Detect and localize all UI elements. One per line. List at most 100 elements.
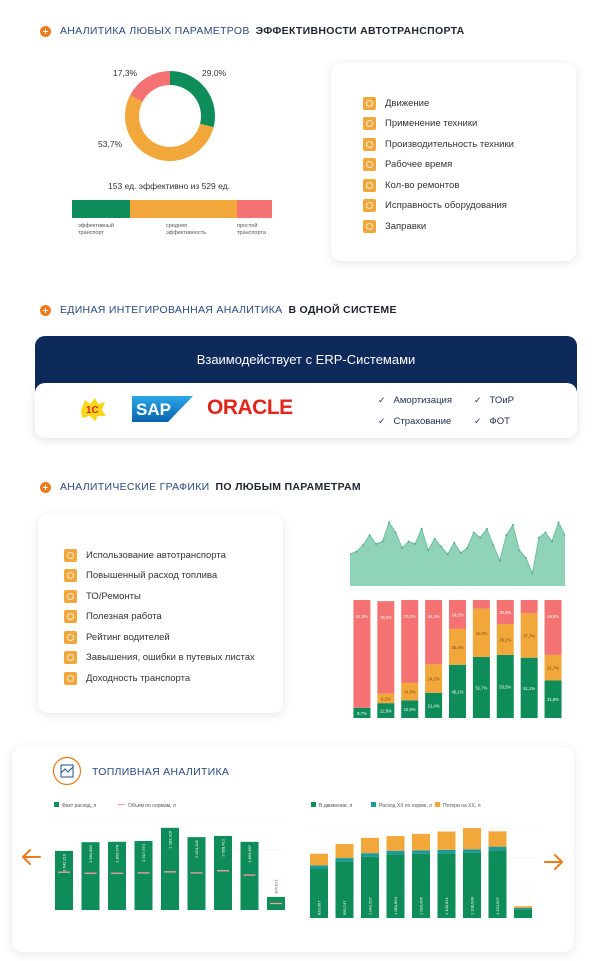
legend-item-equipment: Исправность оборудования: [363, 196, 514, 217]
legend-item-useful-work: Полезная работа: [64, 607, 255, 628]
bar-label-efficient: эффективный транспорт: [78, 223, 114, 237]
idle-stack-segment: [310, 865, 328, 869]
idle-stack-segment: [463, 849, 481, 853]
area-point: [557, 521, 560, 524]
check-item-toir: ✓ ТОиР: [474, 395, 514, 406]
efficiency-summary: 153 ед. эффективно из 529 ед.: [108, 181, 230, 191]
stack-bar-label: 21,7%: [547, 666, 559, 671]
idle-stack-segment: [412, 850, 430, 854]
legend-item-waybill-errors: Завышения, ошибки в путевых листах: [64, 648, 255, 669]
efficiency-bar-segment-0: [72, 200, 130, 218]
fuel-bar-label: 2 283,316: [168, 830, 173, 849]
checkmark-icon: ✓: [378, 395, 386, 405]
area-point: [479, 536, 482, 539]
parameters-legend: Движение Применение техники Производител…: [363, 93, 514, 237]
idle-bar-label: 1 090,495: [419, 896, 424, 915]
truck-icon: [64, 548, 77, 562]
arrow-left-icon[interactable]: [20, 846, 42, 868]
idle-bar-label: 1 100,821: [444, 896, 449, 915]
efficiency-bar-segment-2: [237, 200, 272, 218]
gear-icon: [363, 199, 376, 213]
stack-bar-segment: [425, 692, 443, 718]
plus-bullet-icon: [40, 304, 51, 316]
legend-item-maintenance: ТО/Ремонты: [64, 586, 255, 607]
legend-label: В движении, л: [319, 803, 352, 809]
area-point: [459, 551, 462, 554]
area-point: [368, 534, 371, 537]
parameters-legend-card: Движение Применение техники Производител…: [331, 63, 576, 261]
stack-bar-segment: [544, 680, 562, 718]
area-point: [472, 531, 475, 534]
idle-stack-segment: [463, 852, 481, 918]
area-point: [394, 531, 397, 534]
fuel-fact-bar: [240, 841, 259, 910]
plus-bullet-icon: [40, 25, 51, 37]
donut-label-red: 17,3%: [113, 68, 138, 78]
idle-stack-segment: [437, 831, 456, 850]
stack-bar-segment: [544, 654, 562, 681]
fuel-consumption-chart: Факт расход, л Объем по нормам, л 1 642,21…: [50, 802, 285, 911]
idle-stack-segment: [412, 853, 430, 918]
stack-bar-label: 45,1%: [452, 689, 464, 694]
fuel-bar-label: 2 024,105: [194, 839, 199, 858]
area-point: [518, 549, 521, 552]
legend-label-fact: Факт расход, л: [62, 803, 96, 809]
efficiency-stacked-bar: [72, 200, 272, 218]
stack-bar-segment: [472, 656, 490, 718]
legend-item-repairs: Кол-во ремонтов: [363, 175, 514, 196]
idle-stack-segment: [386, 850, 405, 855]
stack-bar-label: 30,4%: [452, 645, 464, 650]
stack-bar-label: 51,7%: [475, 685, 487, 690]
idle-bar-label: 1 083,864: [393, 896, 398, 915]
legend-swatch: [371, 802, 376, 807]
donut-slice-1: [125, 95, 214, 161]
area-point: [362, 544, 365, 547]
idle-bar-label: 1 108,938: [470, 896, 475, 915]
area-point: [498, 559, 501, 562]
stack-bar-segment: [472, 600, 490, 609]
idle-bar-label: 1 153,937: [495, 896, 500, 915]
area-point: [466, 546, 469, 549]
area-point: [492, 544, 495, 547]
area-point: [355, 550, 358, 553]
fuel-bar-label: 1 884,885: [88, 844, 93, 863]
stack-bar-segment: [425, 600, 443, 665]
stack-bar-label: 54,4%: [428, 614, 440, 619]
section-charts-header: АНАЛИТИЧЕСКИЕ ГРАФИКИ ПО ЛЮБЫМ ПАРАМЕТРА…: [40, 481, 361, 493]
checkmark-icon: ✓: [474, 395, 482, 405]
legend-item-usage: Применение техники: [363, 114, 514, 135]
svg-text:SAP: SAP: [136, 400, 171, 419]
stack-bar-label: 26,2%: [499, 637, 511, 642]
idle-stack-segment: [386, 854, 405, 918]
fuel-pump-icon: [363, 219, 376, 233]
idle-stack-segment: [386, 836, 405, 851]
wrench-icon: [363, 178, 376, 192]
stack-bar-label: 53,5%: [499, 684, 511, 689]
logo-1c: 1С: [81, 398, 106, 421]
stack-bar-segment: [353, 707, 371, 718]
legend-item-productivity: Производительность техники: [363, 134, 514, 155]
stack-bar-label: 37,7%: [523, 633, 535, 638]
stack-bar-segment: [401, 682, 419, 701]
section-title-light: ЕДИНАЯ ИНТЕГИРОВАННАЯ АНАЛИТИКА: [60, 304, 283, 316]
stack-bar-label: 46,5%: [547, 614, 559, 619]
idle-stack-segment: [514, 909, 532, 918]
legend-item-movement: Движение: [363, 93, 514, 114]
legend-swatch: [311, 802, 316, 807]
stack-bar-label: 70,2%: [404, 614, 416, 619]
section-title-bold: ЭФФЕКТИВНОСТИ АВТОТРАНСПОРТА: [255, 25, 465, 37]
legend-item-fuel: Заправки: [363, 216, 514, 237]
arrow-right-icon[interactable]: [543, 851, 565, 873]
erp-banner-text: Взаимодействует с ERP-Системами: [196, 352, 416, 367]
stack-bar-segment: [520, 657, 538, 718]
area-point: [407, 540, 410, 543]
stack-bar-label: 91,3%: [356, 614, 368, 619]
stacked-percent-chart: 8,7% 91,3% 12,6% 8,2% 78,2% 15,0% 14,8% 70,2% 21…: [353, 600, 562, 718]
idle-stack-segment: [514, 908, 532, 910]
legend-swatch-fact: [54, 802, 59, 807]
stack-bar-segment: [449, 628, 466, 665]
area-point: [511, 523, 514, 526]
clock-icon: [363, 158, 376, 172]
plus-bullet-icon: [40, 481, 51, 493]
area-point: [381, 540, 384, 543]
